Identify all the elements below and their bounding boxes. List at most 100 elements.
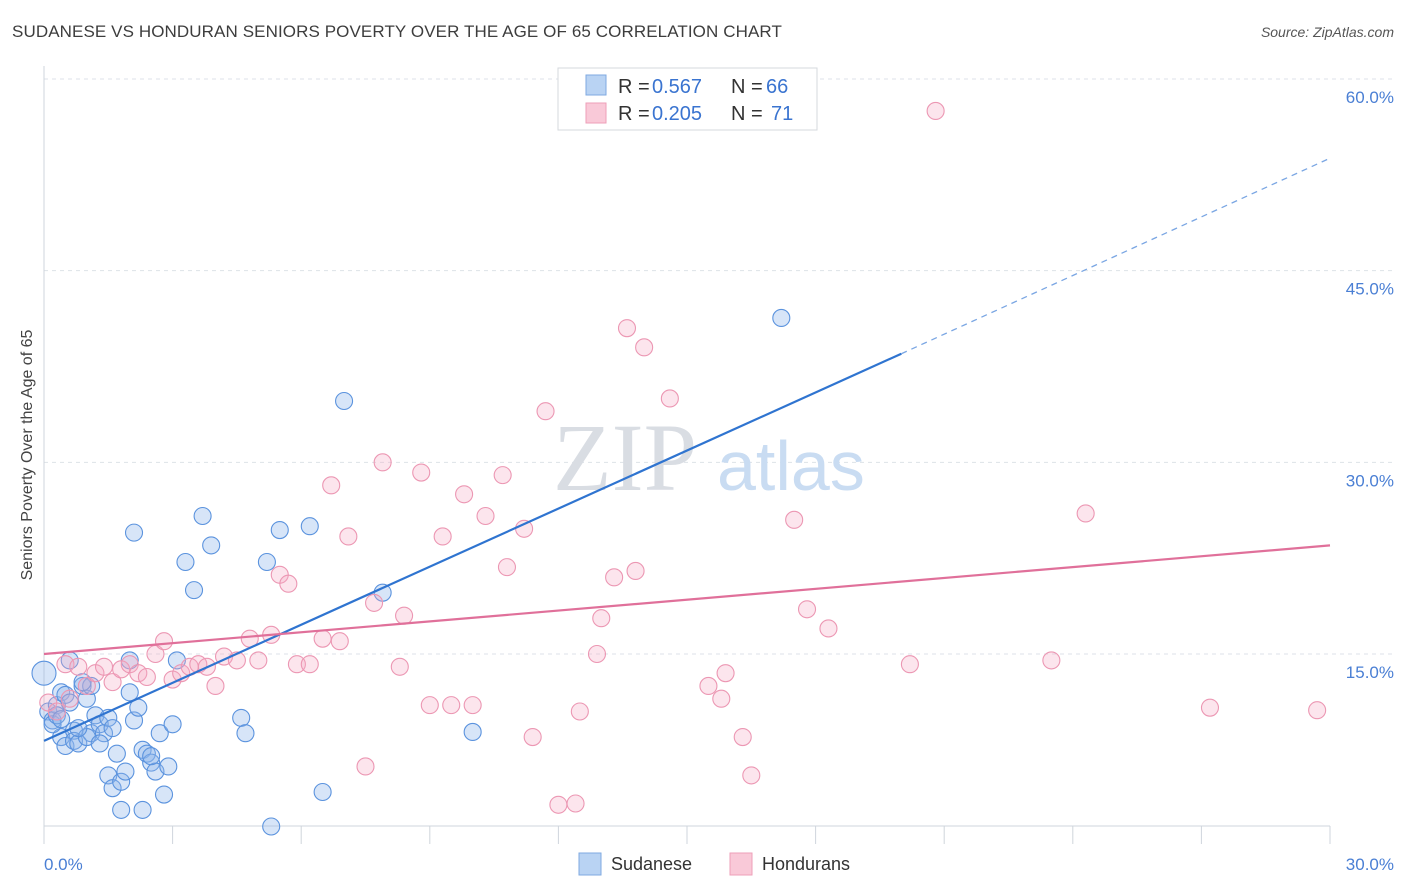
sudanese-point-35: [193, 506, 212, 526]
sudanese-point-43: [262, 817, 281, 836]
hondurans-point-53: [570, 702, 589, 721]
legend-r-label-sudanese: R =: [618, 76, 650, 98]
hondurans-point-66: [785, 510, 804, 529]
sudanese-point-31: [159, 757, 178, 776]
watermark-atlas: atlas: [717, 427, 865, 505]
hondurans-point-63: [716, 664, 735, 683]
hondurans-point-39: [412, 463, 431, 482]
hondurans-point-34: [356, 757, 375, 776]
bottom-legend-label-sudanese: Sudanese: [611, 854, 692, 874]
stats-legend: R = 0.567 N = 66 R = 0.205 N = 71: [557, 67, 818, 131]
hondurans-point-56: [605, 568, 624, 587]
sudanese-point-33: [176, 552, 195, 572]
sudanese-point-29: [150, 724, 169, 743]
x-tick-label-1: 30.0%: [1346, 855, 1394, 874]
hondurans-point-59: [635, 338, 654, 357]
hondurans-point-44: [463, 696, 482, 715]
hondurans-point-51: [549, 795, 568, 814]
sudanese-point-49: [463, 722, 482, 741]
sudanese-point-34: [184, 581, 204, 600]
hondurans-point-52: [566, 794, 585, 813]
sudanese-trend-line: [43, 352, 902, 742]
sudanese-point-20: [112, 772, 131, 791]
hondurans-point-68: [819, 619, 838, 638]
hondurans-point-69: [900, 655, 919, 674]
hondurans-point-7: [94, 657, 114, 676]
legend-swatch-hondurans: [585, 102, 607, 124]
hondurans-point-71: [1042, 651, 1061, 670]
sudanese-point-50: [772, 308, 791, 327]
hondurans-point-37: [390, 657, 409, 676]
y-tick-label-2: 45.0%: [1346, 280, 1394, 299]
series-legend: Sudanese Hondurans: [578, 852, 850, 876]
sudanese-point-36: [202, 536, 221, 555]
y-tick-labels: 15.0% 30.0% 45.0% 60.0%: [1346, 88, 1394, 682]
legend-n-label-sudanese: N =: [731, 76, 763, 98]
hondurans-points: [39, 101, 1327, 814]
sudanese-point-21: [116, 762, 135, 781]
hondurans-point-8: [103, 673, 122, 692]
watermark: ZIP atlas: [553, 404, 865, 511]
watermark-zip: ZIP: [553, 404, 697, 511]
y-tick-label-0: 15.0%: [1346, 663, 1394, 682]
sudanese-point-0: [31, 660, 57, 686]
legend-r-label-hondurans: R =: [618, 103, 650, 125]
sudanese-points: [31, 308, 791, 836]
sudanese-point-64: [103, 719, 122, 738]
sudanese-point-30: [154, 785, 174, 804]
sudanese-point-63: [163, 715, 182, 734]
y-tick-label-3: 60.0%: [1346, 88, 1394, 107]
sudanese-point-44: [270, 521, 289, 540]
hondurans-point-1: [47, 702, 66, 721]
legend-swatch-sudanese: [585, 74, 607, 96]
hondurans-point-62: [712, 689, 731, 708]
axes: [43, 66, 1331, 844]
sudanese-point-40: [232, 708, 251, 727]
hondurans-point-29: [300, 655, 319, 674]
hondurans-point-47: [497, 558, 517, 577]
hondurans-point-46: [493, 466, 512, 485]
bottom-legend-label-hondurans: Hondurans: [762, 854, 850, 874]
hondurans-point-5: [77, 676, 96, 695]
hondurans-point-65: [742, 766, 761, 785]
hondurans-point-64: [733, 728, 752, 747]
legend-r-value-hondurans: 0.205: [652, 103, 702, 125]
grid-lines: [44, 78, 1394, 655]
hondurans-point-74: [1308, 701, 1327, 720]
sudanese-point-27: [142, 753, 161, 772]
hondurans-point-14: [154, 632, 174, 651]
hondurans-point-58: [626, 561, 645, 580]
hondurans-point-32: [330, 632, 349, 651]
y-tick-label-1: 30.0%: [1346, 471, 1394, 490]
hondurans-point-55: [592, 609, 611, 628]
hondurans-point-40: [420, 696, 439, 715]
sudanese-point-38: [124, 523, 144, 542]
hondurans-point-9: [112, 660, 131, 679]
legend-n-label-hondurans: N =: [731, 103, 763, 125]
hondurans-point-41: [433, 527, 452, 546]
hondurans-point-35: [365, 593, 384, 612]
sudanese-point-60: [60, 693, 79, 712]
legend-n-value-sudanese: 66: [766, 76, 788, 98]
sudanese-point-41: [236, 724, 255, 743]
bottom-legend-swatch-sudanese: [578, 852, 602, 876]
sudanese-trend-extension: [901, 157, 1331, 355]
hondurans-trend-line: [43, 544, 1331, 656]
bottom-legend-swatch-hondurans: [729, 852, 753, 876]
hondurans-point-45: [476, 506, 495, 526]
x-tick-labels: 0.0% 30.0%: [44, 855, 1394, 874]
hondurans-point-73: [1200, 698, 1220, 717]
hondurans-point-24: [249, 651, 268, 670]
hondurans-point-33: [339, 527, 358, 546]
hondurans-point-49: [523, 728, 542, 747]
chart-title: SUDANESE VS HONDURAN SENIORS POVERTY OVE…: [12, 22, 782, 41]
source-label: Source: ZipAtlas.com: [1260, 24, 1394, 40]
sudanese-point-47: [335, 391, 354, 411]
sudanese-point-42: [257, 552, 276, 572]
hondurans-point-36: [373, 453, 392, 472]
sudanese-point-58: [112, 800, 131, 819]
hondurans-point-28: [287, 655, 306, 674]
hondurans-point-20: [206, 676, 225, 695]
legend-n-value-hondurans: 71: [771, 103, 793, 125]
